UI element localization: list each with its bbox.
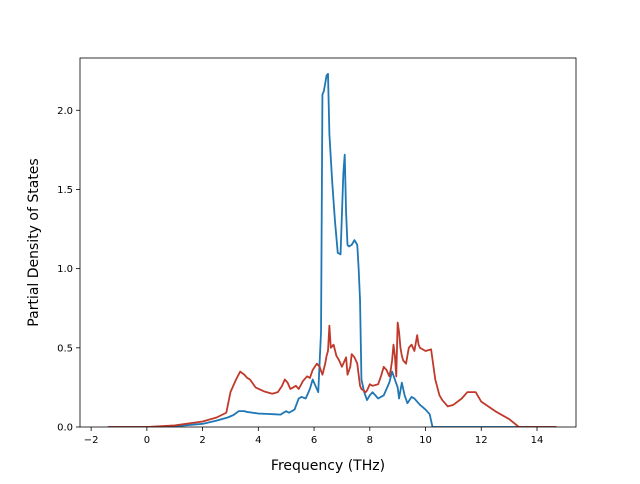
ticks-layer: −2 0 2 4 6 8 10 12 14 0.0 0.5 1.0 1.5 2.0 bbox=[57, 106, 543, 446]
series-line-2 bbox=[107, 321, 557, 427]
x-tick-label: 14 bbox=[531, 435, 544, 446]
y-tick-label: 2.0 bbox=[57, 106, 73, 117]
x-tick-label: 0 bbox=[144, 435, 150, 446]
y-tick-label: 1.5 bbox=[57, 185, 73, 196]
x-tick-label: −2 bbox=[84, 435, 99, 446]
x-tick-label: 4 bbox=[255, 435, 261, 446]
x-axis-label: Frequency (THz) bbox=[271, 458, 385, 474]
y-axis-label: Partial Density of States bbox=[26, 158, 42, 326]
series-layer bbox=[107, 72, 557, 427]
x-tick-label: 8 bbox=[367, 435, 373, 446]
x-tick-label: 10 bbox=[419, 435, 432, 446]
series-line-1 bbox=[107, 72, 557, 427]
x-tick-label: 6 bbox=[311, 435, 317, 446]
y-tick-label: 1.0 bbox=[57, 264, 73, 275]
y-tick-label: 0.5 bbox=[57, 343, 73, 354]
y-tick-label: 0.0 bbox=[57, 423, 73, 434]
x-tick-label: 12 bbox=[475, 435, 488, 446]
plot-frame bbox=[79, 57, 577, 428]
x-tick-label: 2 bbox=[199, 435, 205, 446]
